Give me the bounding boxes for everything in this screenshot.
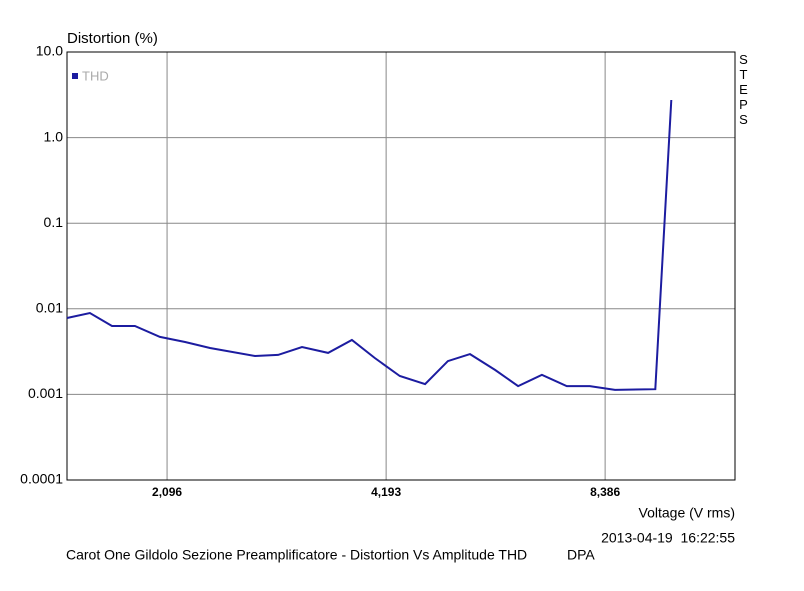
y-tick-label: 1.0 (44, 128, 64, 144)
legend-swatch (72, 73, 78, 79)
y-tick-label: 10.0 (36, 43, 63, 59)
plot-frame (66, 51, 736, 481)
y-tick-label: 0.0001 (20, 471, 63, 487)
side-label: STEPS (736, 52, 751, 127)
x-tick-label: 2,096 (152, 485, 182, 499)
y-axis-label: Distortion (%) (67, 30, 158, 47)
y-tick-label: 0.001 (28, 385, 63, 401)
y-tick-label: 0.1 (44, 214, 64, 230)
x-tick-label: 4,193 (371, 485, 401, 499)
source-label: DPA (567, 547, 595, 563)
y-tick-label: 0.01 (36, 300, 63, 316)
timestamp: 2013-04-19 16:22:55 (601, 530, 735, 546)
chart-title: Carot One Gildolo Sezione Preamplificato… (66, 547, 527, 563)
x-tick-label: 8,386 (590, 485, 620, 499)
legend-label: THD (82, 68, 109, 83)
plot-background (67, 52, 735, 480)
data-line (66, 99, 673, 391)
x-axis-label: Voltage (V rms) (639, 505, 735, 521)
